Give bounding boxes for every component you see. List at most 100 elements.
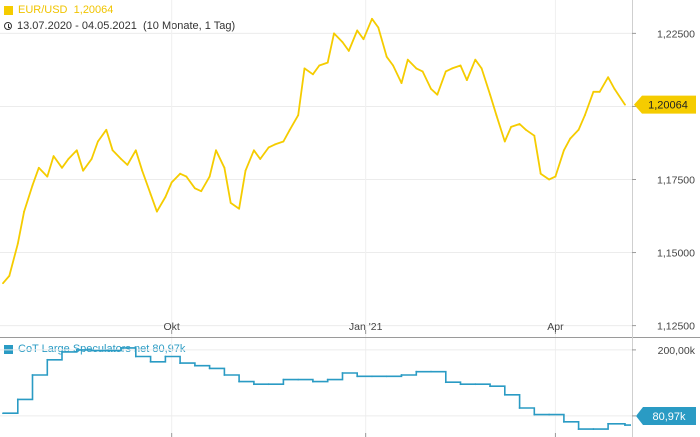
cot-header: CoT Large Speculators net 80,97k <box>4 343 185 355</box>
price-point <box>459 64 462 67</box>
price-point <box>61 166 63 169</box>
price-point <box>149 193 152 196</box>
price-point <box>569 137 572 140</box>
price-point <box>67 158 70 160</box>
price-point <box>229 201 232 204</box>
price-last-badge-value: 1,20064 <box>648 100 688 112</box>
price-point <box>267 146 270 149</box>
price-point <box>548 178 550 181</box>
price-legend-swatch <box>4 5 13 15</box>
price-point <box>2 282 4 285</box>
price-last-badge <box>634 95 696 114</box>
price-point <box>503 140 506 143</box>
price-point <box>341 41 344 44</box>
price-point <box>126 163 129 166</box>
price-point <box>554 175 557 178</box>
price-point <box>185 175 188 178</box>
price-point <box>215 149 217 152</box>
price-point <box>510 125 513 128</box>
price-point <box>406 58 409 61</box>
price-point <box>90 158 93 160</box>
price-point <box>474 58 477 61</box>
price-point <box>282 140 285 143</box>
cot-last-badge-value: 80,97k <box>652 411 686 423</box>
price-point <box>52 155 55 158</box>
price-point <box>156 210 158 213</box>
price-point <box>141 169 144 172</box>
price-point <box>525 128 527 131</box>
price-point <box>533 134 536 137</box>
price-point <box>371 17 373 20</box>
price-point <box>46 175 49 178</box>
price-point <box>356 29 359 32</box>
price-point <box>31 184 34 187</box>
price-point <box>253 149 255 152</box>
price-point <box>134 149 137 152</box>
price-point <box>392 64 394 67</box>
price-point <box>584 114 586 117</box>
price-point <box>480 67 483 70</box>
price-header: EUR/USD 1,20064 <box>4 4 113 16</box>
price-point <box>451 67 454 70</box>
period-range: 13.07.2020 - 04.05.2021 <box>17 20 137 32</box>
price-point <box>164 196 167 198</box>
price-point <box>607 76 610 79</box>
price-point <box>8 275 11 277</box>
price-point <box>318 64 321 67</box>
price-point <box>193 187 196 190</box>
price-point <box>96 140 99 143</box>
x-tick-label: Okt <box>164 321 180 333</box>
price-point <box>312 73 314 76</box>
price-point <box>415 67 418 70</box>
price-point <box>436 93 439 96</box>
price-point <box>75 149 78 152</box>
price-point <box>362 38 365 41</box>
price-point <box>82 169 85 172</box>
price-point <box>613 88 616 90</box>
price-point <box>539 172 542 175</box>
price-point <box>259 158 262 160</box>
price-point <box>297 114 300 117</box>
price-ytick-label: 1,22500 <box>657 28 695 40</box>
price-point <box>111 149 114 152</box>
price-point <box>430 88 432 90</box>
clock-icon <box>4 22 12 30</box>
price-point <box>223 166 226 169</box>
period-info: 13.07.2020 - 04.05.2021 (10 Monate, 1 Ta… <box>4 20 235 32</box>
price-point <box>170 181 173 184</box>
price-legend-label: EUR/USD 1,20064 <box>18 4 114 16</box>
price-series-line <box>2 17 626 284</box>
price-point <box>37 166 40 169</box>
x-tick-label: Apr <box>547 321 564 333</box>
price-point <box>465 79 468 82</box>
price-point <box>23 210 25 213</box>
price-point <box>347 50 350 52</box>
price-point <box>274 143 276 146</box>
price-point <box>592 90 595 93</box>
price-point <box>495 114 498 117</box>
price-ytick-label: 1,17500 <box>657 174 695 186</box>
cot-series-line <box>3 347 631 430</box>
price-ytick-label: 1,15000 <box>657 248 695 260</box>
price-point <box>179 172 182 175</box>
price-point <box>333 32 335 35</box>
price-point <box>244 169 247 172</box>
price-point <box>518 123 521 125</box>
price-point <box>444 70 447 73</box>
price-ytick-label: 1,12500 <box>657 321 695 333</box>
price-point <box>208 175 211 178</box>
period-duration: (10 Monate, 1 Tag) <box>143 20 236 32</box>
price-point <box>238 207 241 210</box>
price-point <box>400 82 403 84</box>
price-point <box>16 242 19 245</box>
price-point <box>105 128 108 131</box>
price-point <box>598 90 601 93</box>
price-point <box>577 128 580 131</box>
price-point <box>385 55 388 58</box>
price-point <box>624 103 626 106</box>
price-point <box>200 190 203 193</box>
cot-legend-swatch <box>4 344 13 354</box>
price-point <box>562 149 565 152</box>
price-point <box>489 93 491 96</box>
